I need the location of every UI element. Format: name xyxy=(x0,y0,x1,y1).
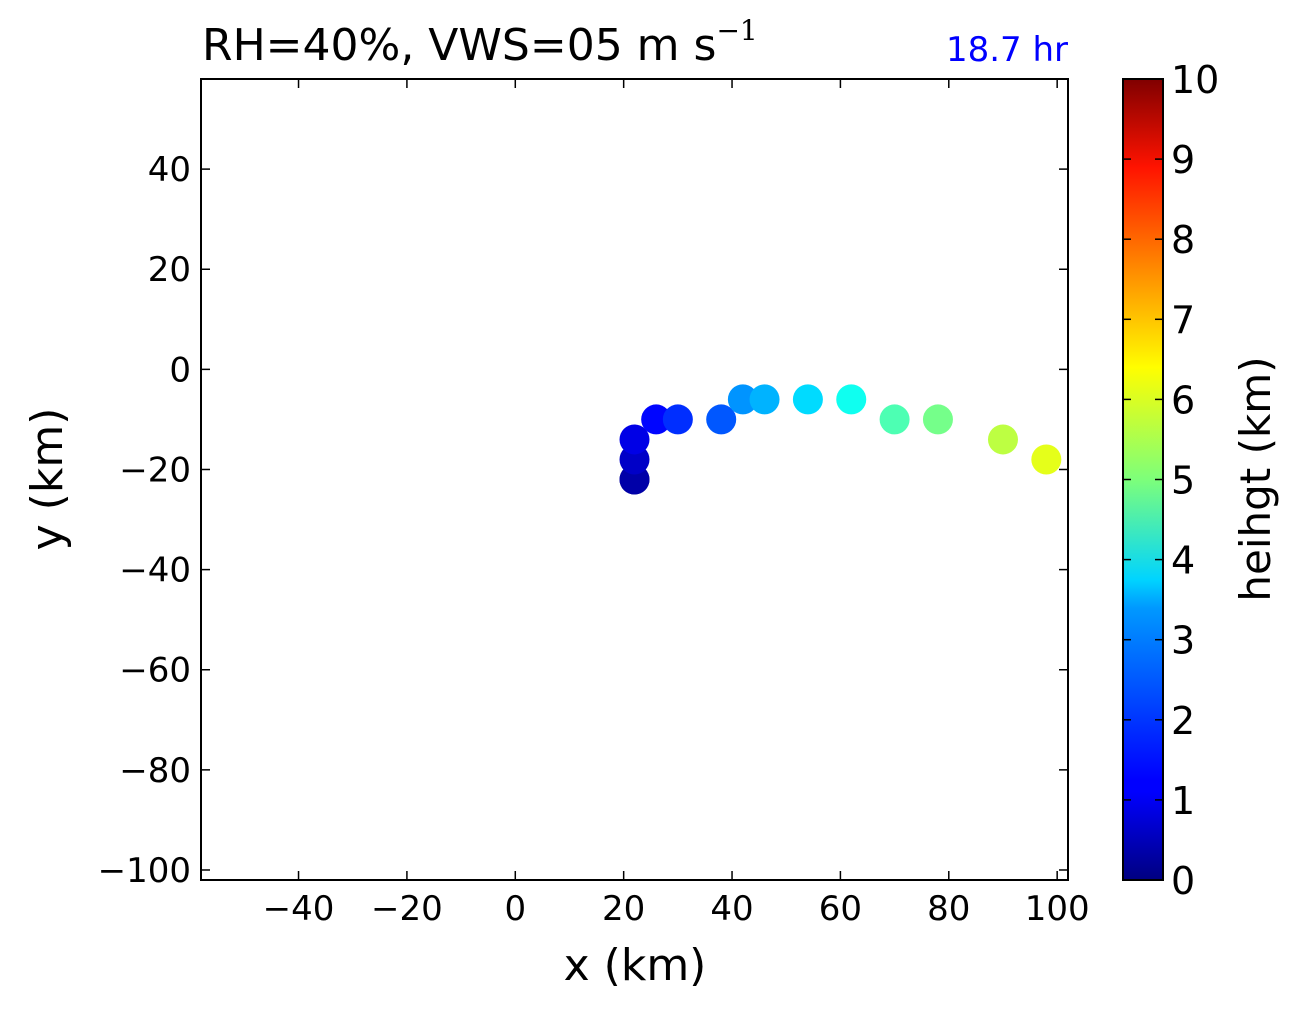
data-point xyxy=(987,424,1018,455)
colorbar-tick-label: 8 xyxy=(1171,218,1195,262)
colorbar-label: heihgt (km) xyxy=(1231,356,1280,601)
x-tick-label: 80 xyxy=(927,889,970,929)
colorbar-tick-label: 6 xyxy=(1171,378,1195,422)
y-tick-label: −40 xyxy=(119,551,191,591)
data-point xyxy=(836,384,867,415)
y-tick-label: 0 xyxy=(169,350,191,390)
y-tick-label: −80 xyxy=(119,751,191,791)
x-tick-label: 0 xyxy=(504,889,526,929)
x-axis-label: x (km) xyxy=(564,940,707,991)
data-point xyxy=(641,404,672,435)
data-point xyxy=(706,404,737,435)
x-tick-label: −20 xyxy=(371,889,443,929)
plot-frame xyxy=(200,78,1069,881)
y-axis-ticks: 40 20 0 −20 −40 −60 −80 −100 xyxy=(98,150,1068,891)
colorbar-tick-label: 1 xyxy=(1171,779,1195,823)
x-tick-label: −40 xyxy=(263,889,335,929)
colorbar-tick-label: 9 xyxy=(1171,138,1195,182)
colorbar-tick-label: 3 xyxy=(1171,619,1195,663)
data-point xyxy=(619,424,650,455)
chart-title: RH=40%, VWS=05 m s−1 xyxy=(202,14,758,71)
title-exponent: −1 xyxy=(716,14,758,47)
y-tick-label: −20 xyxy=(119,450,191,490)
data-point xyxy=(792,384,823,415)
y-tick-label: −100 xyxy=(98,851,191,891)
y-tick-label: −60 xyxy=(119,651,191,691)
data-point xyxy=(727,384,758,415)
x-tick-label: 100 xyxy=(1025,889,1090,929)
data-point xyxy=(1031,444,1062,475)
colorbar-tick-label: 5 xyxy=(1171,459,1195,503)
y-axis-label: y (km) xyxy=(22,408,73,551)
x-tick-label: 20 xyxy=(602,889,645,929)
x-tick-label: 40 xyxy=(710,889,753,929)
colorbar-ticks: 0 1 2 3 4 5 6 7 8 9 10 xyxy=(1123,58,1219,903)
colorbar-tick-label: 10 xyxy=(1171,58,1219,102)
data-point xyxy=(922,404,953,435)
x-tick-label: 60 xyxy=(819,889,862,929)
data-point xyxy=(749,384,780,415)
x-axis-ticks: −40 −20 0 20 40 60 80 100 xyxy=(263,79,1090,929)
time-annotation: 18.7 hr xyxy=(945,30,1068,70)
data-point xyxy=(879,404,910,435)
colorbar-tick-label: 7 xyxy=(1171,298,1195,342)
y-tick-label: 40 xyxy=(148,150,191,190)
colorbar-tick-label: 0 xyxy=(1171,859,1195,903)
colorbar-tick-label: 4 xyxy=(1171,539,1195,583)
y-tick-label: 20 xyxy=(148,250,191,290)
scatter-points xyxy=(619,384,1062,495)
colorbar-tick-label: 2 xyxy=(1171,699,1195,743)
data-point xyxy=(662,404,693,435)
